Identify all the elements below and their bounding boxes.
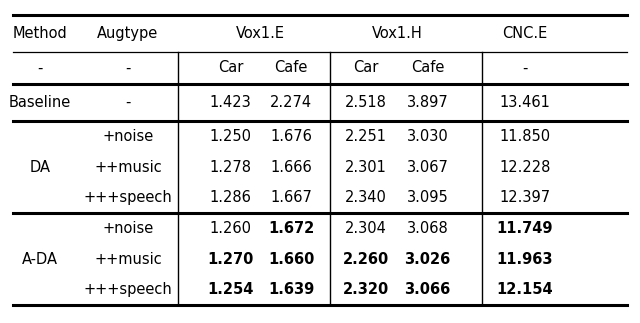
Text: 3.030: 3.030	[406, 129, 449, 144]
Text: 2.340: 2.340	[345, 190, 387, 205]
Text: 1.423: 1.423	[209, 95, 252, 110]
Text: +++speech: +++speech	[84, 190, 172, 205]
Text: 12.154: 12.154	[497, 282, 553, 297]
Text: 1.676: 1.676	[270, 129, 312, 144]
Text: 3.067: 3.067	[406, 160, 449, 175]
Text: 2.320: 2.320	[343, 282, 389, 297]
Text: Vox1.E: Vox1.E	[236, 26, 285, 41]
Text: 12.397: 12.397	[499, 190, 550, 205]
Text: ++music: ++music	[94, 252, 162, 267]
Text: -: -	[522, 60, 527, 75]
Text: 2.251: 2.251	[345, 129, 387, 144]
Text: 3.068: 3.068	[406, 221, 449, 236]
Text: 13.461: 13.461	[499, 95, 550, 110]
Text: 3.897: 3.897	[406, 95, 449, 110]
Text: 1.254: 1.254	[207, 282, 253, 297]
Text: 11.850: 11.850	[499, 129, 550, 144]
Text: 1.660: 1.660	[268, 252, 314, 267]
Text: 1.286: 1.286	[209, 190, 252, 205]
Text: Augtype: Augtype	[97, 26, 159, 41]
Text: 1.278: 1.278	[209, 160, 252, 175]
Text: Vox1.H: Vox1.H	[371, 26, 422, 41]
Text: -: -	[37, 60, 42, 75]
Text: +++speech: +++speech	[84, 282, 172, 297]
Text: 2.301: 2.301	[345, 160, 387, 175]
Text: 2.304: 2.304	[345, 221, 387, 236]
Text: 1.260: 1.260	[209, 221, 252, 236]
Text: 2.518: 2.518	[345, 95, 387, 110]
Text: -: -	[125, 60, 131, 75]
Text: 1.639: 1.639	[268, 282, 314, 297]
Text: 11.963: 11.963	[497, 252, 553, 267]
Text: Baseline: Baseline	[8, 95, 71, 110]
Text: 1.672: 1.672	[268, 221, 314, 236]
Text: Car: Car	[218, 60, 243, 75]
Text: Cafe: Cafe	[275, 60, 308, 75]
Text: 1.666: 1.666	[270, 160, 312, 175]
Text: Car: Car	[353, 60, 379, 75]
Text: 11.749: 11.749	[497, 221, 553, 236]
Text: 1.250: 1.250	[209, 129, 252, 144]
Text: 12.228: 12.228	[499, 160, 550, 175]
Text: DA: DA	[29, 160, 50, 175]
Text: Method: Method	[12, 26, 67, 41]
Text: ++music: ++music	[94, 160, 162, 175]
Text: CNC.E: CNC.E	[502, 26, 547, 41]
Text: 1.270: 1.270	[207, 252, 253, 267]
Text: 3.066: 3.066	[404, 282, 451, 297]
Text: 1.667: 1.667	[270, 190, 312, 205]
Text: A-DA: A-DA	[22, 252, 58, 267]
Text: -: -	[125, 95, 131, 110]
Text: +noise: +noise	[102, 129, 154, 144]
Text: 3.026: 3.026	[404, 252, 451, 267]
Text: +noise: +noise	[102, 221, 154, 236]
Text: Cafe: Cafe	[411, 60, 444, 75]
Text: 2.274: 2.274	[270, 95, 312, 110]
Text: 3.095: 3.095	[406, 190, 449, 205]
Text: 2.260: 2.260	[343, 252, 389, 267]
